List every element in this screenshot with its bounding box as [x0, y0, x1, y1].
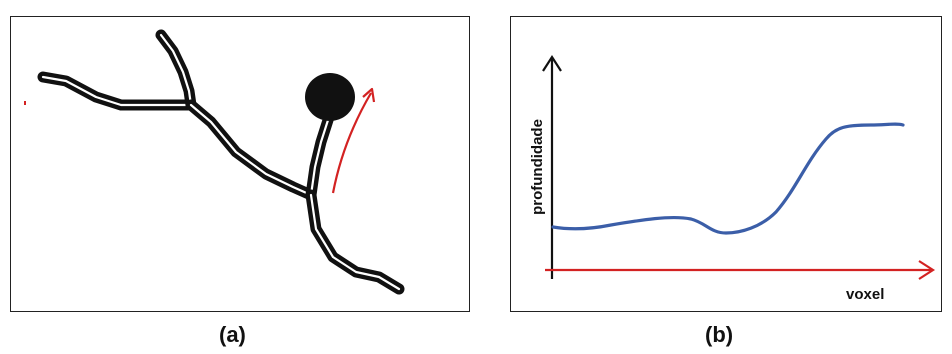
depth-profile-svg: profundidade voxel: [529, 54, 936, 303]
y-axis-label: profundidade: [529, 119, 546, 215]
panel-b-depth-profile: profundidade voxel: [510, 16, 942, 312]
direction-arrow: [331, 92, 372, 194]
x-axis-label: voxel: [846, 286, 884, 303]
vessel-sketch-svg: [24, 29, 405, 295]
caption-b: (b): [705, 322, 734, 347]
vessel-trunk: [185, 99, 317, 201]
y-axis-arrowhead: [542, 54, 562, 72]
vessel-blob: [305, 73, 355, 121]
vessel-branch-top: [155, 29, 197, 111]
profile-curve: [551, 122, 905, 235]
panel-a-vessel-sketch: [10, 16, 470, 312]
caption-a: (a): [219, 322, 246, 347]
direction-arrowhead: [362, 87, 376, 103]
x-axis-arrowhead: [918, 260, 936, 280]
